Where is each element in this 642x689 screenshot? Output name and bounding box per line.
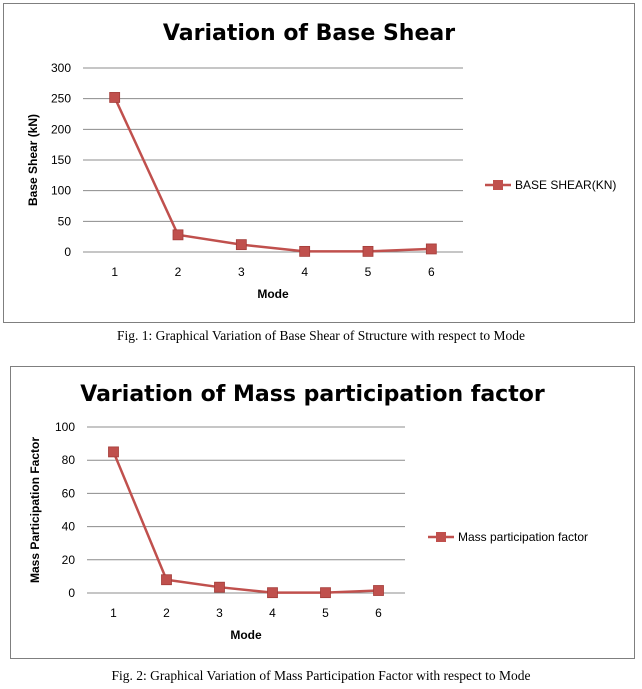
series-line	[112, 451, 379, 594]
y-tick-label: 200	[51, 122, 71, 136]
y-tick-label: 80	[62, 453, 76, 467]
y-tick-label: 0	[68, 586, 75, 600]
x-tick-label: 6	[428, 265, 435, 279]
x-tick-label: 1	[111, 265, 118, 279]
chart-border	[10, 366, 635, 659]
legend-label: Mass participation factor	[458, 530, 588, 544]
x-tick-label: 2	[175, 265, 182, 279]
y-tick-label: 20	[62, 553, 76, 567]
data-point	[109, 92, 121, 103]
y-tick-label: 0	[64, 245, 71, 259]
legend-label: BASE SHEAR(KN)	[515, 178, 616, 192]
y-tick-label: 300	[51, 61, 71, 75]
chart-mass-participation: Variation of Mass participation factor 0 2…	[10, 366, 635, 659]
y-axis-title: Mass Participation Factor	[28, 437, 42, 583]
y-tick-label: 60	[62, 486, 76, 500]
data-point	[108, 446, 119, 458]
x-tick-label: 3	[216, 606, 223, 620]
x-tick-label: 4	[301, 265, 308, 279]
data-point	[235, 239, 247, 251]
figure-caption-2: Fig. 2: Graphical Variation of Mass Part…	[111, 668, 531, 683]
x-tick-label: 1	[110, 606, 117, 620]
y-tick-label: 150	[51, 153, 71, 167]
y-tick-label: 40	[62, 520, 76, 534]
x-tick-label: 4	[269, 606, 276, 620]
series-line	[113, 96, 432, 253]
x-tick-label: 5	[322, 606, 329, 620]
chart-title: Variation of Base Shear	[163, 21, 455, 46]
y-tick-label: 50	[58, 214, 72, 228]
chart-border	[3, 3, 635, 323]
y-tick-label: 100	[55, 420, 75, 434]
x-tick-label: 2	[163, 606, 170, 620]
legend-marker	[493, 180, 503, 190]
y-tick-label: 250	[51, 92, 71, 106]
figure-caption-1: Fig. 1: Graphical Variation of Base Shea…	[116, 328, 526, 343]
x-tick-label: 5	[365, 265, 372, 279]
data-point	[362, 245, 374, 257]
data-point	[214, 581, 225, 593]
data-point	[425, 243, 437, 255]
chart-base-shear: Variation of Base Shear 0 50 100 150 200 250 30…	[3, 3, 635, 323]
y-axis-title: Base Shear (kN)	[26, 114, 40, 206]
chart-title: Variation of Mass participation factor	[80, 382, 545, 407]
data-point	[161, 574, 172, 586]
data-point	[267, 587, 278, 599]
x-axis-title: Mode	[230, 628, 262, 642]
y-tick-label: 100	[51, 184, 71, 198]
chart-panel-base-shear: Variation of Base Shear 0 50 100 150 200 250 30…	[3, 3, 635, 323]
data-point	[172, 229, 184, 241]
data-point	[320, 587, 331, 599]
legend-marker	[436, 532, 446, 542]
x-tick-label: 3	[238, 265, 245, 279]
data-point	[373, 585, 384, 596]
x-tick-label: 6	[375, 606, 382, 620]
chart-panel-mass-participation: Variation of Mass participation factor 0 2…	[10, 366, 635, 659]
x-axis-title: Mode	[257, 287, 289, 301]
data-point	[299, 245, 311, 257]
